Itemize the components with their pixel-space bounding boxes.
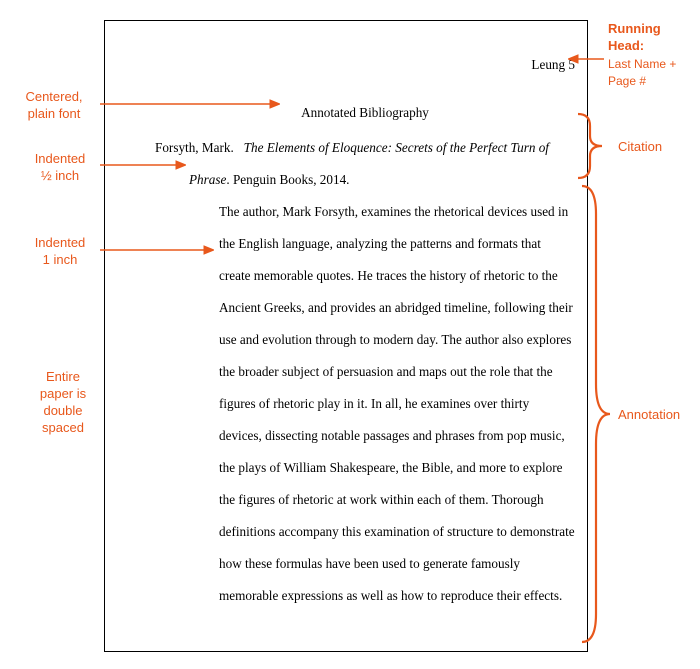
arrow-icon bbox=[100, 245, 214, 255]
brace-icon bbox=[580, 184, 614, 644]
citation-line2-rest: . Penguin Books, 2014. bbox=[226, 172, 349, 187]
running-head: Leung 5 bbox=[155, 56, 575, 74]
arrow-icon bbox=[100, 99, 280, 109]
arrow-icon bbox=[568, 54, 604, 64]
annotation-paragraph: The author, Mark Forsyth, examines the r… bbox=[155, 196, 575, 612]
callout-running-head-title: RunningHead: bbox=[608, 20, 661, 54]
callout-double-spaced: Entirepaper isdoublespaced bbox=[28, 368, 98, 436]
callout-citation: Citation bbox=[618, 138, 662, 155]
callout-running-head-sub: Last Name +Page # bbox=[608, 56, 676, 90]
callout-indent-half: Indented½ inch bbox=[20, 150, 100, 184]
citation-author: Forsyth, Mark. bbox=[155, 140, 234, 155]
page-content: Leung 5 Annotated Bibliography Forsyth, … bbox=[155, 56, 575, 643]
callout-centered: Centered,plain font bbox=[9, 88, 99, 122]
arrow-icon bbox=[100, 160, 186, 170]
document-page: Leung 5 Annotated Bibliography Forsyth, … bbox=[104, 20, 588, 652]
brace-icon bbox=[576, 112, 608, 180]
citation-block: Forsyth, Mark. The Elements of Eloquence… bbox=[155, 132, 575, 196]
citation-line2-italic: Phrase bbox=[189, 172, 226, 187]
callout-indent-one: Indented1 inch bbox=[20, 234, 100, 268]
citation-title-italic: The Elements of Eloquence: Secrets of th… bbox=[244, 140, 549, 155]
callout-annotation: Annotation bbox=[618, 406, 680, 423]
